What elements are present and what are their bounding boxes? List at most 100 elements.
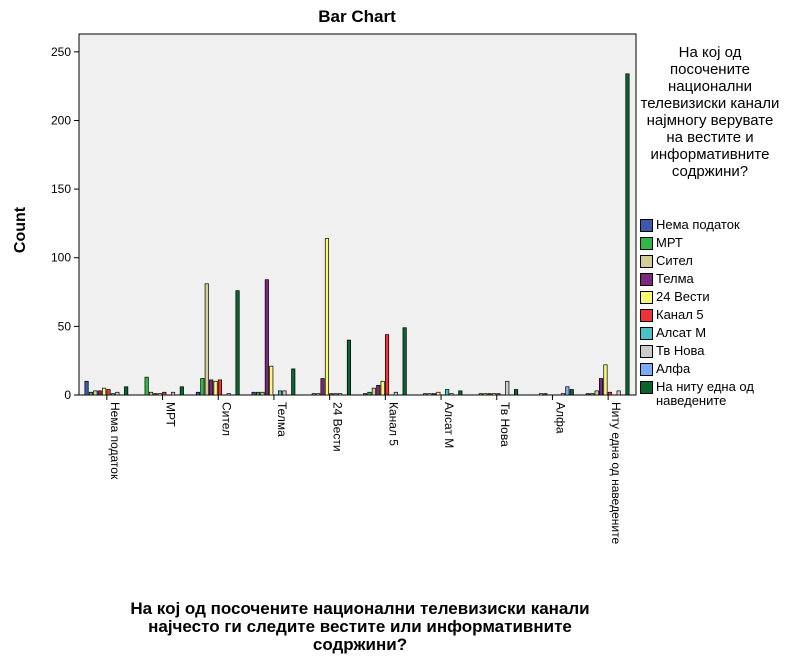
x-tick-label: Ниту една од наведените bbox=[609, 402, 623, 544]
legend-swatch bbox=[640, 327, 653, 340]
bar bbox=[393, 391, 398, 396]
x-tick-label: Тв Нова bbox=[498, 402, 512, 447]
bar bbox=[458, 390, 463, 396]
bar bbox=[590, 393, 595, 396]
bar bbox=[278, 390, 283, 396]
legend-swatch bbox=[640, 363, 653, 376]
legend-item: На ниту една од наведените bbox=[640, 380, 788, 408]
bar bbox=[149, 391, 154, 396]
legend-label: Тв Нова bbox=[656, 343, 705, 358]
bar bbox=[162, 391, 167, 396]
bar bbox=[204, 283, 209, 396]
x-tick-label: Канал 5 bbox=[386, 402, 400, 446]
chart-title: Bar Chart bbox=[318, 7, 396, 26]
plot-area bbox=[78, 33, 637, 396]
legend-item: Алфа bbox=[640, 362, 788, 376]
bar bbox=[616, 390, 621, 396]
legend-label: 24 Вести bbox=[656, 289, 710, 304]
bar bbox=[431, 393, 437, 396]
legend-label: Алсат М bbox=[656, 325, 707, 340]
legend-item: Алсат М bbox=[640, 326, 788, 340]
x-tick-label: 24 Вести bbox=[331, 402, 345, 452]
bar bbox=[251, 391, 256, 396]
bar bbox=[346, 339, 352, 396]
bar bbox=[264, 279, 269, 396]
bar bbox=[436, 391, 441, 396]
bar bbox=[256, 391, 261, 396]
bar bbox=[291, 368, 296, 396]
bar bbox=[594, 390, 599, 396]
bar bbox=[385, 334, 390, 396]
bar bbox=[607, 391, 612, 396]
bar bbox=[478, 393, 483, 396]
legend-swatch bbox=[640, 255, 653, 268]
legend-item: 24 Вести bbox=[640, 290, 788, 304]
legend-item: Тв Нова bbox=[640, 344, 788, 358]
x-tick-label: Алфа bbox=[553, 402, 567, 434]
bar bbox=[505, 380, 510, 396]
bar bbox=[97, 390, 102, 396]
legend-label: На ниту една од наведените bbox=[656, 379, 754, 408]
legend-swatch bbox=[640, 273, 653, 286]
bar bbox=[157, 393, 162, 396]
bar bbox=[115, 391, 120, 396]
legend-label: Алфа bbox=[656, 361, 691, 376]
bar bbox=[487, 393, 492, 396]
legend-swatch bbox=[640, 219, 653, 232]
bar bbox=[153, 393, 158, 396]
bar bbox=[217, 379, 223, 396]
bar bbox=[235, 290, 240, 396]
bar bbox=[363, 393, 368, 396]
bar bbox=[333, 393, 338, 396]
bar bbox=[513, 389, 519, 396]
bar bbox=[598, 378, 604, 396]
legend-title: На кој од посочените национални телевизи… bbox=[640, 44, 780, 180]
bar bbox=[260, 391, 265, 396]
bar bbox=[367, 391, 372, 396]
legend-label: МРТ bbox=[656, 235, 683, 250]
bar bbox=[445, 389, 450, 396]
bar bbox=[402, 327, 407, 396]
bar bbox=[585, 393, 590, 396]
bar bbox=[106, 389, 111, 396]
legend-item: МРТ bbox=[640, 236, 788, 250]
bar bbox=[179, 386, 184, 396]
bar bbox=[213, 380, 218, 396]
legend-item: Телма bbox=[640, 272, 788, 286]
bar bbox=[144, 376, 149, 396]
y-tick-label: 0 bbox=[64, 388, 71, 402]
bar bbox=[329, 393, 334, 396]
bar bbox=[324, 238, 330, 396]
y-tick-label: 200 bbox=[51, 113, 71, 127]
y-tick-label: 50 bbox=[58, 319, 72, 333]
legend-item: Канал 5 bbox=[640, 308, 788, 322]
bar bbox=[538, 393, 544, 396]
legend-item: Сител bbox=[640, 254, 788, 268]
bar bbox=[124, 386, 129, 396]
legend-swatch bbox=[640, 237, 653, 250]
bar bbox=[93, 390, 98, 396]
legend-label: Канал 5 bbox=[656, 307, 704, 322]
bar bbox=[483, 393, 488, 396]
legend-swatch bbox=[640, 345, 653, 358]
bar bbox=[603, 364, 608, 396]
bar bbox=[110, 393, 116, 396]
y-tick-label: 250 bbox=[51, 45, 71, 59]
bar bbox=[449, 393, 454, 396]
bar bbox=[376, 385, 381, 396]
legend-label: Нема податок bbox=[656, 217, 740, 232]
x-axis-title: На кој од посочените национални телевизи… bbox=[130, 599, 590, 654]
legend: Нема податок МРТ Сител Телма 24 Вести Канал 5… bbox=[640, 218, 788, 412]
bar bbox=[427, 393, 432, 396]
bar bbox=[88, 391, 94, 396]
bar bbox=[195, 391, 201, 396]
x-tick-label: Нема податок bbox=[108, 402, 122, 480]
bar bbox=[338, 393, 343, 396]
legend-swatch bbox=[640, 309, 653, 322]
y-tick-label: 150 bbox=[51, 182, 71, 196]
x-tick-label: Сител bbox=[219, 402, 233, 436]
bar bbox=[371, 387, 376, 396]
bar bbox=[282, 390, 287, 396]
